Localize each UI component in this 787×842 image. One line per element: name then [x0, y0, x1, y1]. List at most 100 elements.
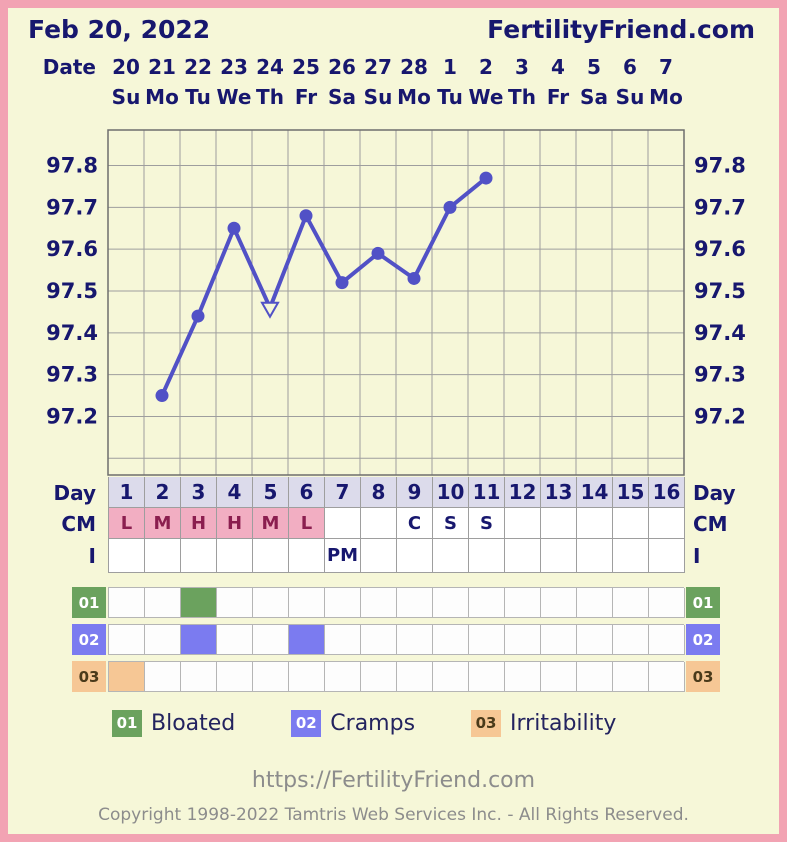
symptom-cell: [613, 625, 649, 655]
weekday-cell: Th: [256, 85, 284, 109]
y-axis-label-right: 97.6: [694, 237, 746, 261]
symptom-cell: [145, 625, 181, 655]
date-row-spacer: [684, 52, 779, 82]
cycle-day-cell: 1: [109, 477, 145, 508]
y-axis-label-left: 97.3: [46, 363, 98, 387]
weekday-cell: Mo: [145, 85, 179, 109]
date-cell: 6: [623, 55, 637, 79]
date-cell: 24: [256, 55, 284, 79]
symptom-side-right: 02: [684, 624, 779, 655]
legend-item-01: 01 Bloated: [112, 709, 235, 737]
y-axis-label-right: 97.4: [694, 321, 746, 345]
intercourse-cell: [469, 539, 505, 573]
day-label-right: Day: [693, 480, 736, 505]
date-row: Date 20 21 22 23 24 25 26 27 28 1 2 3 4 5 6 7: [8, 52, 779, 82]
cm-cell: L: [289, 508, 325, 539]
legend: 01 Bloated 02 Cramps 03 Irritability: [112, 704, 779, 742]
legend-swatch-01: 01: [112, 709, 142, 737]
i-label-right: I: [693, 544, 701, 568]
cm-cell: L: [109, 508, 145, 539]
symptom-cell: [217, 625, 253, 655]
date-cell: 5: [587, 55, 601, 79]
date-cells: 20 21 22 23 24 25 26 27 28 1 2 3 4 5 6 7: [108, 52, 684, 82]
intercourse-cell: [397, 539, 433, 573]
symptom-row-03: 03 03: [8, 661, 779, 692]
symptom-cell: [397, 588, 433, 618]
symptom-cell: [577, 625, 613, 655]
symptom-cell: [649, 662, 685, 692]
symptom-label-02: 02: [686, 624, 720, 655]
symptom-cells-01: [108, 587, 685, 618]
symptom-mark-02: [289, 625, 325, 655]
intercourse-cell: [433, 539, 469, 573]
y-axis-label-left: 97.4: [46, 321, 98, 345]
intercourse-cell: [649, 539, 685, 573]
cm-label-left: CM: [61, 511, 96, 536]
weekday-cell: Th: [508, 85, 536, 109]
symptom-cell: [361, 662, 397, 692]
date-cell: 20: [112, 55, 140, 79]
y-axis-label-right: 97.8: [694, 154, 746, 178]
symptom-side-right: 03: [684, 661, 779, 692]
temp-point: [335, 276, 349, 290]
symptom-cell: [469, 662, 505, 692]
symptom-cell: [541, 662, 577, 692]
intercourse-cell: [217, 539, 253, 573]
symptom-cell: [469, 625, 505, 655]
cycle-day-cell: 8: [361, 477, 397, 508]
temp-point: [371, 246, 385, 260]
symptom-cell: [325, 662, 361, 692]
cycle-day-cell: 3: [181, 477, 217, 508]
brand-link[interactable]: FertilityFriend.com: [487, 15, 755, 44]
symptom-cell: [649, 588, 685, 618]
symptom-cell: [577, 662, 613, 692]
date-cell: 21: [148, 55, 176, 79]
symptom-cells-03: [108, 661, 685, 692]
symptom-cell: [505, 588, 541, 618]
symptom-mark-03: [109, 662, 145, 692]
symptom-side-left: 02: [8, 624, 108, 655]
symptom-cell: [505, 625, 541, 655]
cycle-day-cell: 13: [541, 477, 577, 508]
temp-point: [155, 389, 169, 403]
cm-cell: S: [469, 508, 505, 539]
site-url[interactable]: https://FertilityFriend.com: [251, 768, 536, 793]
symptom-label-03: 03: [686, 661, 720, 692]
symptom-cell: [505, 662, 541, 692]
header: Feb 20, 2022 FertilityFriend.com: [8, 8, 779, 44]
weekday-row-spacer-right: [684, 82, 779, 112]
weekday-cell: Su: [363, 85, 393, 109]
temp-point: [443, 200, 457, 214]
symptom-cell: [433, 662, 469, 692]
symptom-cell: [181, 662, 217, 692]
cycle-day-row: Day 1 2 3 4 5 6 7 8 9 10 11 12 13 14 15 16 Day: [8, 477, 779, 508]
cycle-day-cell: 12: [505, 477, 541, 508]
cm-cell: [325, 508, 361, 539]
intercourse-row: I PM I: [8, 539, 779, 573]
y-axis-label-left: 97.5: [46, 279, 98, 303]
intercourse-cell: [181, 539, 217, 573]
cycle-day-cell: 7: [325, 477, 361, 508]
weekday-row: Su Mo Tu We Th Fr Sa Su Mo Tu We Th Fr Sa Su Mo: [8, 82, 779, 112]
intercourse-cell: [253, 539, 289, 573]
y-axis-label-left: 97.2: [46, 404, 98, 428]
weekday-cell: Su: [111, 85, 141, 109]
intercourse-cell: [577, 539, 613, 573]
symptom-cell: [649, 625, 685, 655]
symptom-cell: [613, 662, 649, 692]
legend-swatch-02: 02: [291, 709, 322, 737]
symptom-cell: [613, 588, 649, 618]
cycle-day-cell: 14: [577, 477, 613, 508]
symptom-side-right: 01: [684, 587, 779, 618]
cm-cell: H: [181, 508, 217, 539]
cm-cell: H: [217, 508, 253, 539]
cm-cell: [505, 508, 541, 539]
symptom-cell: [109, 588, 145, 618]
temp-point: [407, 271, 421, 285]
symptom-cells-02: [108, 624, 685, 655]
cycle-day-cells: 1 2 3 4 5 6 7 8 9 10 11 12 13 14 15 16: [108, 477, 685, 508]
symptom-cell: [541, 588, 577, 618]
